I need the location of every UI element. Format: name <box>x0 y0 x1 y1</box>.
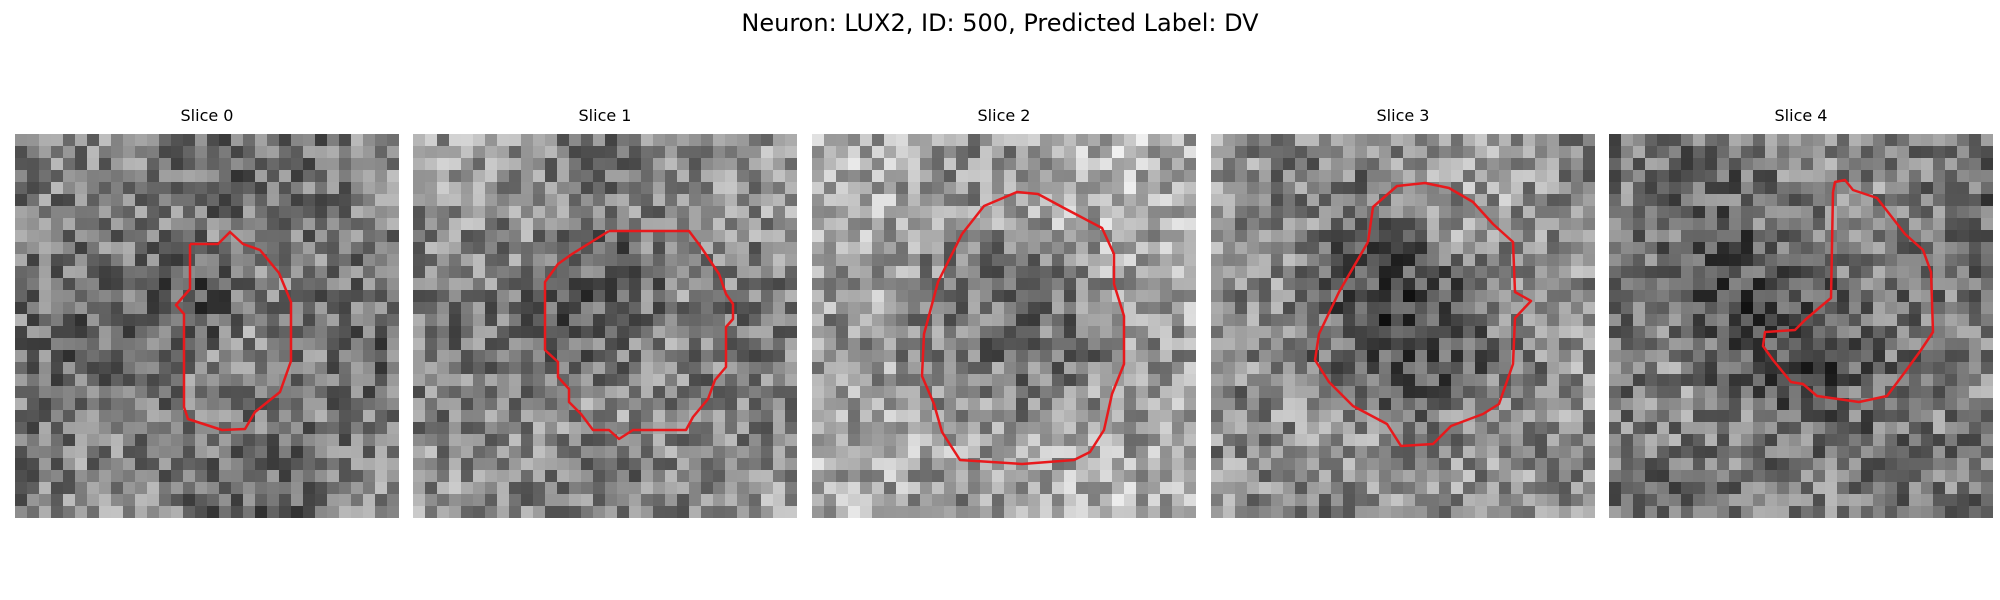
grayscale-pixels <box>1211 134 1595 518</box>
slice-panel-4: Slice 4 <box>1609 106 1993 518</box>
figure-title: Neuron: LUX2, ID: 500, Predicted Label: … <box>741 9 1259 37</box>
grayscale-pixels <box>1609 134 1993 518</box>
slice-image-1 <box>413 134 797 518</box>
slice-title: Slice 3 <box>1376 106 1430 125</box>
slice-title: Slice 0 <box>180 106 234 125</box>
grayscale-pixels <box>812 134 1196 518</box>
slice-image-0 <box>15 134 399 518</box>
slice-image-2 <box>812 134 1196 518</box>
grayscale-pixels <box>15 134 399 518</box>
roi-contour <box>1761 178 1935 404</box>
slice-panel-0: Slice 0 <box>15 106 399 518</box>
roi-contour <box>1313 181 1533 448</box>
slice-panel-2: Slice 2 <box>812 106 1196 518</box>
roi-contour <box>920 190 1126 466</box>
slice-panel-1: Slice 1 <box>413 106 797 518</box>
slice-title: Slice 2 <box>977 106 1031 125</box>
slice-image-3 <box>1211 134 1595 518</box>
grayscale-pixels <box>413 134 797 518</box>
roi-contour <box>543 229 735 441</box>
slice-panel-3: Slice 3 <box>1211 106 1595 518</box>
slice-title: Slice 1 <box>578 106 632 125</box>
slice-title: Slice 4 <box>1774 106 1828 125</box>
slice-image-4 <box>1609 134 1993 518</box>
roi-contour <box>174 230 293 432</box>
